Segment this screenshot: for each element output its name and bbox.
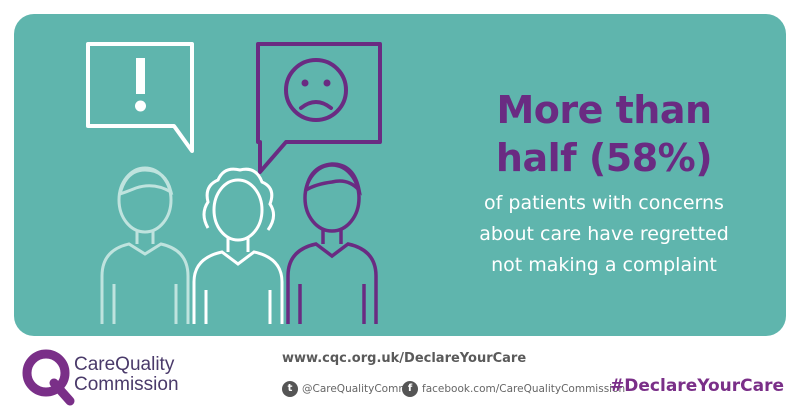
facebook-url: facebook.com/CareQualityCommission [422, 383, 626, 395]
description-line-3: not making a complaint [491, 254, 717, 276]
sad-face-speech-bubble-icon [256, 42, 382, 174]
twitter-handle: @CareQualityComm [302, 383, 409, 395]
logo-line-1: CareQuality [74, 354, 175, 375]
infographic-panel: More than half (58%) of patients with co… [14, 14, 786, 336]
twitter-icon: t [282, 381, 298, 397]
person-icon [192, 167, 284, 324]
logo-line-2: Commission [74, 374, 179, 395]
hashtag[interactable]: #DeclareYourCare [610, 376, 784, 396]
cqc-logo[interactable]: CareQuality Commission [18, 345, 218, 406]
illustration [86, 42, 382, 324]
statistic-description: of patients with concerns about care hav… [429, 188, 779, 281]
description-line-2: about care have regretted [479, 223, 729, 245]
person-icon [286, 162, 378, 324]
exclamation-speech-bubble-icon [86, 42, 194, 153]
facebook-link[interactable]: f facebook.com/CareQualityCommission [402, 380, 625, 398]
headline-line-2: half (58%) [495, 136, 713, 180]
website-link[interactable]: www.cqc.org.uk/DeclareYourCare [282, 351, 527, 366]
headline: More than half (58%) [444, 86, 764, 182]
facebook-icon: f [402, 381, 418, 397]
headline-line-1: More than [496, 88, 712, 132]
twitter-link[interactable]: t @CareQualityComm [282, 380, 409, 398]
logo-wordmark: CareQuality Commission [74, 355, 179, 395]
cqc-logo-icon [22, 349, 75, 406]
description-line-1: of patients with concerns [484, 192, 724, 214]
person-icon [100, 166, 190, 324]
